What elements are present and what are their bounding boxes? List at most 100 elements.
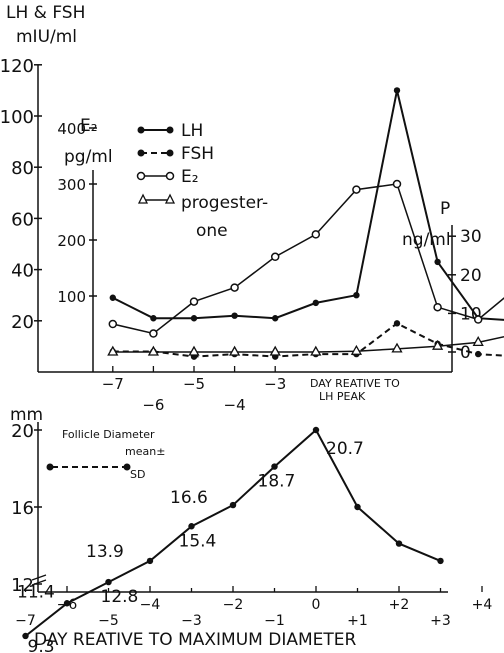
lh-point [150,315,157,322]
follicle-diameter-point [312,426,320,434]
progesterone-point [350,344,363,355]
bottom-x-tick-label: −3 [181,613,202,629]
x-tick-label: −5 [183,375,205,393]
top-legend: LH FSH E₂ progester- one [136,121,268,241]
follicle-diameter-point [395,540,403,547]
progesterone-point [228,345,241,356]
y-tick-label: 120 [0,56,34,77]
p-tick-label: 20 [460,266,482,286]
fsh-point [475,350,482,358]
fsh-point [393,320,401,327]
follicle-value-label: 9.3 [28,637,55,653]
e2-point [433,302,442,312]
p-unit-line1: P [440,199,450,219]
follicle-value-label: 11.4 [17,582,55,602]
e2-tick-label: 100 [57,288,86,306]
follicle-diameter-point [105,578,112,586]
e2-point [149,329,158,338]
y-tick-label: 80 [11,158,34,179]
progesterone-point [472,336,484,347]
progesterone-point [269,345,281,356]
legend-follicle-marker [46,463,54,471]
e2-point [230,283,239,292]
follicle-value-label: 13.9 [86,542,124,562]
e2-point [352,185,361,194]
bottom-ylabel: mm [10,405,43,425]
e2-unit-line1: E₂ [80,116,98,136]
progesterone-series-line [112,335,504,353]
bottom-y-tick-label: 12 [11,575,34,596]
top-ylabel-line2: mIU/ml [16,27,77,47]
follicle-diameter-point [354,503,361,511]
progesterone-point [188,345,200,356]
legend-progesterone-label: progester- [181,193,268,213]
x-tick-label: −3 [264,375,286,393]
bottom-xlabel: DAY REATIVE TO MAXIMUM DIAMETER [34,630,356,650]
progesterone-point [147,345,160,356]
lh-point [231,312,238,319]
follicle-diameter-point [271,463,278,470]
progesterone-point [310,345,322,356]
bottom-x-tick-label: +4 [472,597,493,613]
follicle-diameter-point [229,501,237,509]
x-tick-label: −4 [224,396,246,414]
e2-point [473,315,483,324]
bottom-x-tick-label: +3 [430,613,451,629]
legend-follicle-sd: SD [130,468,145,481]
bottom-y-tick-label: 20 [11,421,34,442]
lh-point [353,292,360,299]
legend-lh-marker [166,126,174,134]
x-tick-label: −7 [102,375,124,393]
follicle-diameter-point [146,557,154,565]
legend-follicle-marker [123,463,131,471]
legend-e2-label: E₂ [181,167,199,187]
e2-point [108,319,118,329]
legend-follicle-label: Follicle Diameter [62,428,155,441]
follicle-diameter-point [188,523,195,530]
y-tick-label: 40 [11,261,34,282]
legend-e2-marker [136,171,146,181]
bottom-x-tick-label: −7 [15,613,36,629]
bottom-x-tick-label: −5 [98,613,119,629]
legend-progesterone-marker [164,193,176,204]
top-xlabel-line1: DAY REATIVE TO [310,377,400,390]
e2-point [189,297,199,306]
top-xlabel-line2: LH PEAK [319,390,366,403]
e2-tick-label: 400 [57,120,86,138]
bottom-x-tick-label: +2 [389,597,410,613]
lh-point [272,315,279,322]
lh-point [434,258,441,266]
lh-point [393,87,401,94]
e2-point [392,179,402,189]
y-tick-label: 100 [0,107,34,128]
legend-fsh-marker [166,149,174,157]
y-tick-label: 60 [11,209,34,230]
bottom-y-tick-label: 16 [11,498,34,519]
top-ylabel-line1: LH & FSH [6,3,85,23]
legend-lh-label: LH [181,121,203,141]
follicle-value-label: 12.8 [101,587,139,607]
p-unit-line2: ng/ml [402,230,451,250]
follicle-diameter-point [437,557,444,565]
progesterone-point [431,339,444,350]
e2-unit-line2: pg/ml [64,147,113,167]
legend-follicle-mean: mean± [125,445,165,458]
follicle-value-label: 20.7 [326,439,364,459]
progesterone-point [107,345,119,356]
y-tick-label: 20 [11,312,34,333]
bottom-x-tick-label: −2 [223,597,244,613]
legend-fsh-marker [137,149,145,157]
follicle-diameter-point [22,632,29,640]
bottom-x-tick-label: −1 [264,613,285,629]
p-tick-label: 30 [460,227,482,247]
progesterone-point [391,342,403,353]
p-tick-label: 0 [460,343,471,363]
bottom-x-tick-label: 0 [312,597,321,613]
bottom-x-tick-label: +1 [347,613,368,629]
e2-point [311,230,321,239]
follicle-value-label: 16.6 [170,488,208,508]
legend-lh-marker [137,126,145,134]
lh-point [312,299,319,307]
e2-point [270,252,280,262]
